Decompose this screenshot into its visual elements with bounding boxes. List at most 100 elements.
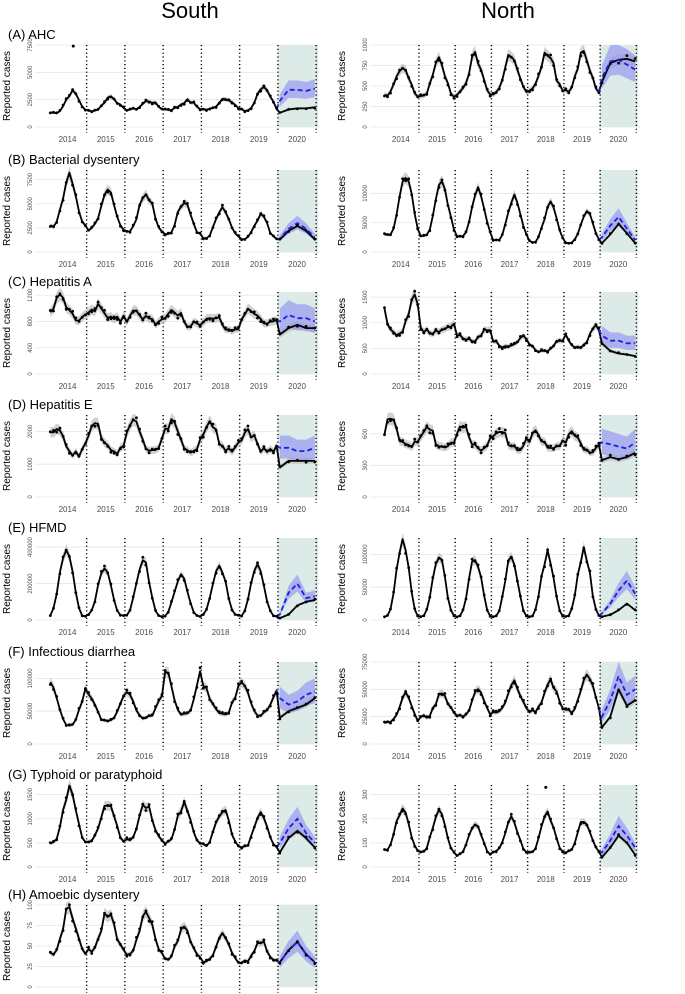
observed-point	[84, 840, 87, 844]
observed-point	[485, 87, 489, 91]
observed-point	[147, 714, 151, 717]
y-tick-label: 0	[28, 985, 34, 989]
y-tick-label: 75000	[363, 653, 369, 670]
observed-point	[404, 179, 407, 183]
observed-point	[240, 238, 244, 242]
observed-point	[249, 107, 253, 111]
observed-point	[275, 444, 278, 448]
observed-point	[573, 346, 577, 349]
observed-point	[537, 235, 540, 239]
observed-point	[506, 559, 510, 563]
observed-point	[525, 233, 528, 236]
observed-point	[179, 314, 183, 317]
observed-point	[61, 297, 65, 301]
observed-point	[150, 920, 154, 923]
observed-point	[208, 421, 212, 425]
observed-point	[540, 702, 543, 706]
observed-point	[313, 460, 317, 464]
x-tick-label: 2019	[573, 260, 591, 269]
observed-point	[537, 434, 540, 438]
observed-point	[464, 423, 468, 427]
observed-point	[564, 241, 568, 245]
x-tick-label: 2020	[288, 382, 306, 391]
observed-point	[591, 327, 595, 331]
observed-point	[259, 714, 263, 717]
observed-point	[452, 850, 456, 854]
x-tick-label: 2016	[464, 628, 482, 637]
observed-point	[48, 683, 52, 686]
observed-point	[625, 353, 629, 356]
observed-point	[419, 615, 423, 619]
observed-point	[428, 595, 432, 599]
observed-point	[540, 348, 543, 352]
observed-point	[304, 229, 308, 232]
observed-point	[192, 946, 196, 950]
x-tick-label: 2016	[464, 505, 482, 514]
observed-point	[71, 571, 74, 575]
observed-point	[608, 349, 612, 353]
observed-point	[125, 613, 129, 617]
observed-point	[268, 704, 272, 708]
x-tick-label: 2015	[97, 382, 115, 391]
observed-point	[549, 563, 552, 567]
x-tick-label: 2019	[250, 505, 268, 514]
observed-point	[195, 104, 199, 108]
observed-point	[440, 61, 444, 65]
observed-point	[103, 718, 106, 722]
observed-point	[428, 715, 432, 719]
x-tick-label: 2017	[501, 382, 519, 391]
observed-point	[600, 242, 604, 245]
observed-point	[558, 84, 562, 88]
observed-point	[103, 564, 106, 568]
observed-point	[506, 54, 510, 58]
observed-point	[68, 785, 71, 789]
observed-point	[534, 711, 537, 715]
observed-point	[608, 232, 612, 236]
observed-point	[265, 827, 269, 830]
observed-point	[186, 99, 189, 102]
observed-point	[246, 597, 250, 601]
observed-point	[157, 322, 161, 325]
observed-point	[422, 429, 426, 432]
observed-point	[154, 101, 157, 105]
observed-point	[179, 811, 183, 815]
observed-point	[259, 450, 263, 453]
observed-point	[597, 614, 601, 617]
observed-point	[173, 700, 177, 703]
observed-point	[262, 445, 266, 448]
observed-point	[211, 830, 215, 834]
observed-point	[500, 705, 504, 708]
observed-point	[440, 328, 444, 331]
observed-point	[214, 106, 218, 109]
x-tick-label: 2015	[428, 628, 446, 637]
observed-point	[467, 709, 471, 712]
observed-point	[141, 555, 145, 559]
observed-point	[179, 926, 183, 930]
observed-point	[278, 237, 282, 241]
observed-point	[170, 682, 173, 685]
observed-point	[443, 445, 447, 449]
x-tick-label: 2016	[135, 505, 153, 514]
panel-north-C: Reported cases 0 500 1000 1500 2014 2015 2016 20…	[337, 288, 640, 391]
observed-point	[141, 101, 145, 105]
observed-point	[224, 326, 228, 330]
x-tick-label: 2015	[97, 505, 115, 514]
y-tick-label: 300	[363, 789, 369, 800]
observed-point	[386, 95, 389, 99]
observed-point	[217, 565, 221, 569]
observed-point	[80, 947, 84, 951]
observed-point	[395, 334, 398, 337]
y-axis-label: Reported cases	[337, 51, 348, 121]
observed-point	[564, 443, 568, 447]
observed-point	[425, 93, 429, 96]
x-tick-label: 2017	[501, 135, 519, 144]
observed-point	[597, 707, 601, 710]
observed-point	[186, 450, 189, 453]
x-tick-label: 2020	[288, 260, 306, 269]
observed-point	[567, 614, 571, 618]
observed-point	[528, 709, 531, 713]
observed-point	[224, 210, 228, 214]
observed-point	[422, 233, 426, 237]
observed-point	[410, 706, 414, 710]
panel-north-G: Reported cases 0 100 200 300 2014 2015 2016 2017…	[337, 785, 640, 884]
